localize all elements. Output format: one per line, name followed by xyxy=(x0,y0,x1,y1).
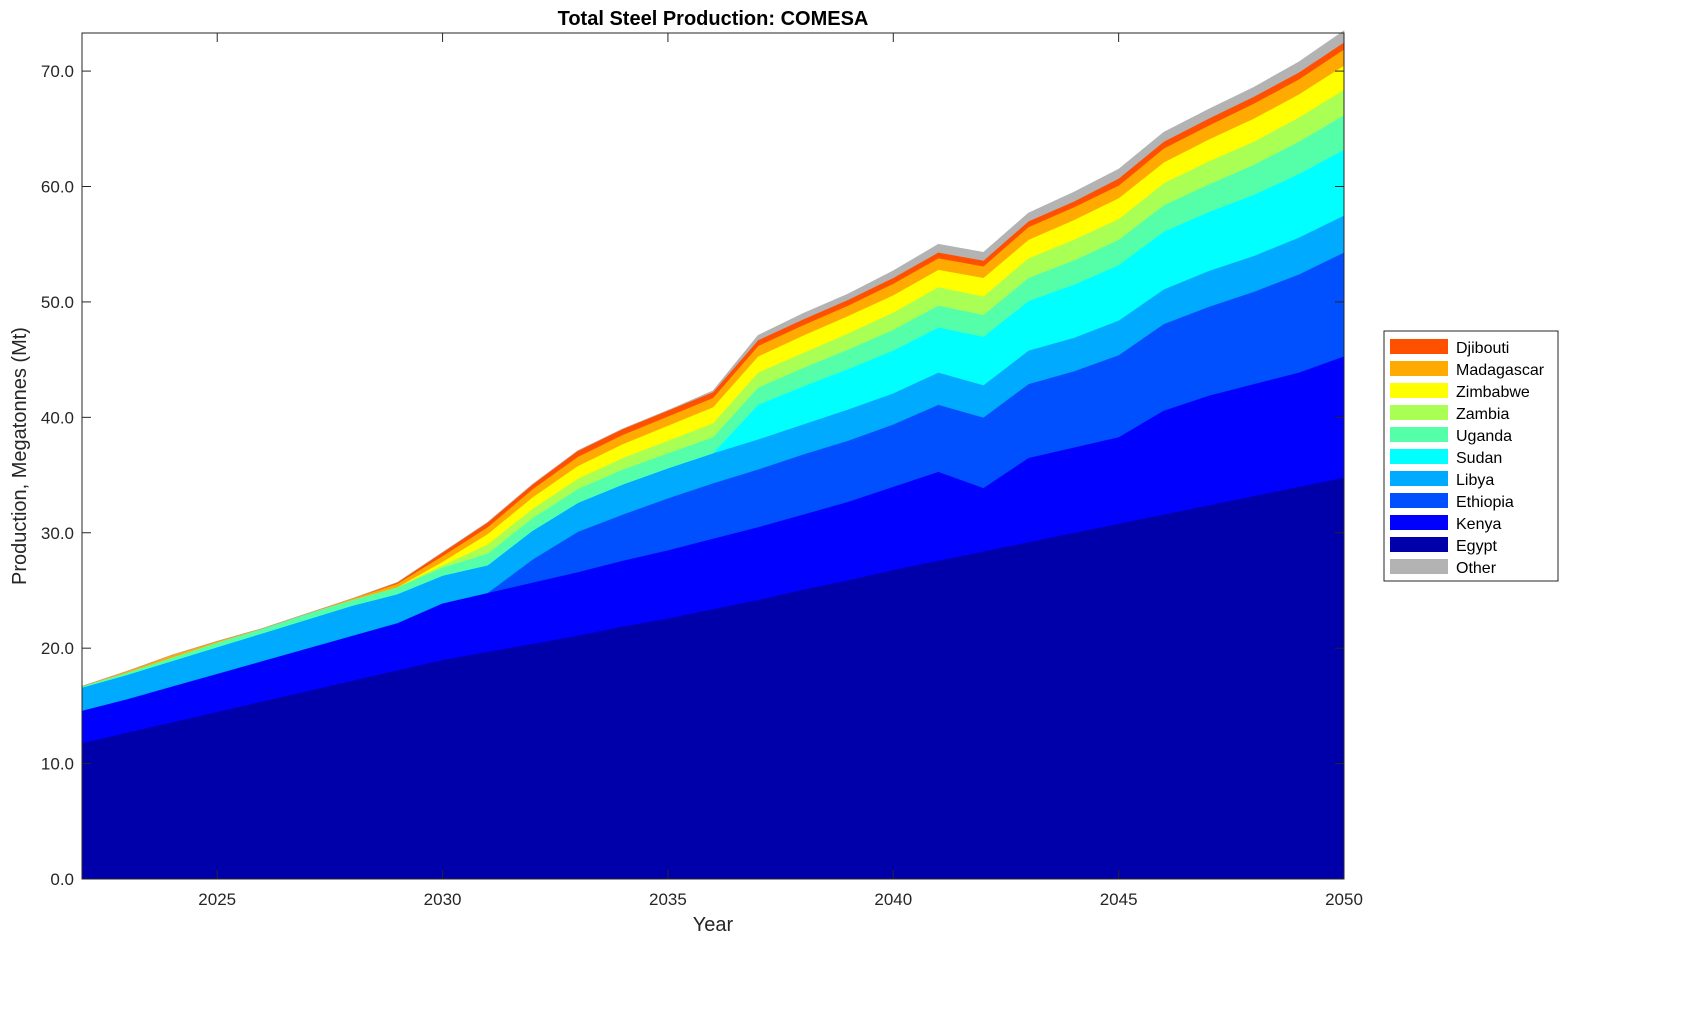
legend-label-madagascar: Madagascar xyxy=(1456,362,1545,379)
x-tick-label: 2030 xyxy=(424,890,462,909)
legend-swatch-uganda xyxy=(1390,427,1448,442)
y-tick-label: 10.0 xyxy=(41,755,74,774)
legend-label-sudan: Sudan xyxy=(1456,450,1502,467)
legend: Djibouti Madagascar Zimbabwe Zambia Uganda Su… xyxy=(1383,330,1559,582)
legend-label-egypt: Egypt xyxy=(1456,538,1497,555)
y-axis-title: Production, Megatonnes (Mt) xyxy=(9,327,31,585)
legend-swatch-sudan xyxy=(1390,449,1448,464)
legend-label-uganda: Uganda xyxy=(1456,428,1512,445)
legend-label-kenya: Kenya xyxy=(1456,516,1501,533)
x-tick-label: 2050 xyxy=(1325,890,1363,909)
legend-swatch-djibouti xyxy=(1390,339,1448,354)
legend-label-djibouti: Djibouti xyxy=(1456,340,1509,357)
legend-label-libya: Libya xyxy=(1456,472,1494,489)
y-tick-label: 50.0 xyxy=(41,293,74,312)
legend-swatch-zambia xyxy=(1390,405,1448,420)
plot-frame xyxy=(81,32,1345,880)
legend-swatch-egypt xyxy=(1390,537,1448,552)
legend-swatch-zimbabwe xyxy=(1390,383,1448,398)
legend-label-zimbabwe: Zimbabwe xyxy=(1456,384,1530,401)
y-axis: 0.0 10.0 20.0 30.0 40.0 50.0 60.0 70.0 xyxy=(41,62,1344,889)
x-axis-title: Year xyxy=(693,914,734,936)
legend-label-zambia: Zambia xyxy=(1456,406,1509,423)
y-tick-label: 70.0 xyxy=(41,62,74,81)
legend-swatch-other xyxy=(1390,559,1448,574)
y-tick-label: 60.0 xyxy=(41,178,74,197)
y-tick-label: 20.0 xyxy=(41,639,74,658)
x-tick-label: 2040 xyxy=(874,890,912,909)
y-tick-label: 0.0 xyxy=(50,870,74,889)
legend-swatch-libya xyxy=(1390,471,1448,486)
y-tick-label: 30.0 xyxy=(41,524,74,543)
x-axis: 2025 2030 2035 2040 2045 2050 xyxy=(198,33,1363,909)
x-tick-label: 2045 xyxy=(1100,890,1138,909)
legend-label-other: Other xyxy=(1456,560,1497,577)
chart-title: Total Steel Production: COMESA xyxy=(558,8,869,30)
legend-swatch-ethiopia xyxy=(1390,493,1448,508)
legend-swatch-kenya xyxy=(1390,515,1448,530)
y-tick-label: 40.0 xyxy=(41,408,74,427)
legend-swatch-madagascar xyxy=(1390,361,1448,376)
x-tick-label: 2025 xyxy=(198,890,236,909)
area-layer xyxy=(81,30,1345,880)
x-tick-label: 2035 xyxy=(649,890,687,909)
legend-label-ethiopia: Ethiopia xyxy=(1456,494,1514,511)
